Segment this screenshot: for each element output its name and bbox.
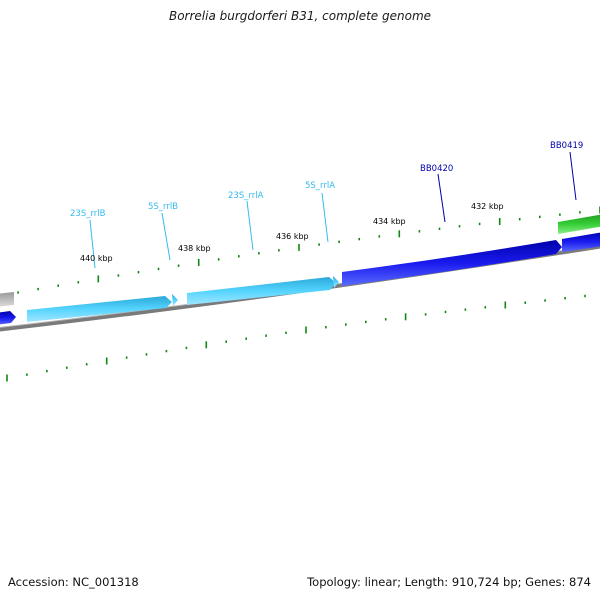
scale-tick-upper-minor — [358, 237, 360, 241]
scale-tick-lower-minor — [225, 340, 227, 343]
gene-label-5s-rrlb: 5S_rrlB — [148, 202, 178, 212]
label-leaders — [89, 151, 577, 269]
scale-tick-upper-minor — [137, 271, 140, 274]
grey-feature — [0, 292, 14, 307]
scale-tick-upper-minor — [579, 211, 581, 214]
scale-tick-upper-minor — [17, 291, 19, 294]
scale-tick-lower-major — [6, 374, 8, 382]
gene-label-23s-rrlb: 23S_rrlB — [70, 209, 106, 219]
scale-tick-upper-minor — [418, 230, 421, 233]
scale-tick-lower-minor — [464, 308, 467, 311]
genome-title: Borrelia burgdorferi B31, complete genom… — [168, 9, 432, 23]
scale-tick-lower-minor — [544, 299, 546, 302]
genome-summary: Topology: linear; Length: 910,724 bp; Ge… — [307, 575, 591, 589]
scale-tick-lower-minor — [125, 356, 128, 359]
scale-tick-upper-minor — [518, 218, 521, 221]
scale-tick-lower-minor — [165, 349, 168, 353]
scale-tick-upper-minor — [57, 284, 59, 287]
scale-tick-lower-minor — [524, 301, 526, 304]
accession-label: Accession: NC_001318 — [8, 575, 139, 589]
rrna-arrow-23s-rrlb — [27, 296, 172, 322]
scale-tick-upper-minor — [378, 235, 381, 238]
scale-tick-lower-minor — [564, 297, 566, 300]
scale-tick-upper-minor — [238, 255, 240, 258]
scale-tick-upper-minor — [217, 258, 220, 261]
scale-tick-upper-minor — [258, 252, 260, 255]
scale-tick-lower-major — [105, 357, 108, 365]
scale-tick-upper-minor — [458, 225, 461, 228]
scale-tick-lower-minor — [424, 313, 427, 316]
scale-tick-lower-minor — [46, 369, 48, 373]
scale-label-432kbp: 432 kbp — [471, 202, 504, 211]
scale-tick-upper-major — [398, 230, 401, 238]
scale-tick-upper-minor — [37, 287, 39, 291]
scale-tick-upper-minor — [157, 267, 160, 271]
scale-tick-lower-minor — [484, 306, 487, 309]
rrna-arrow-5s-rrlb — [172, 294, 178, 306]
gene-label-bb0420: BB0420 — [420, 164, 453, 174]
cds-bb0419 — [562, 232, 600, 252]
scale-tick-lower-minor — [365, 320, 367, 324]
scale-tick-upper-minor — [539, 215, 541, 219]
scale-tick-upper-minor — [117, 274, 120, 277]
gene-label-23s-rrla: 23S_rrlA — [228, 191, 264, 201]
scale-label-434kbp: 434 kbp — [373, 217, 406, 226]
scale-tick-lower-major — [404, 313, 407, 321]
scale-tick-lower-major — [205, 341, 208, 349]
scale-tick-upper-minor — [478, 222, 481, 226]
scale-tick-upper-minor — [438, 227, 441, 230]
scale-tick-lower-minor — [66, 366, 68, 369]
scale-tick-lower-minor — [145, 353, 148, 356]
cds-arrow-left-edge — [0, 311, 16, 325]
scale-tick-upper-minor — [278, 249, 280, 252]
scale-tick-upper-major — [197, 259, 200, 266]
scale-tick-lower-minor — [245, 337, 247, 340]
scale-tick-upper-minor — [318, 243, 320, 246]
scale-tick-lower-minor — [265, 334, 267, 337]
cds-bb0420 — [342, 240, 562, 286]
scale-label-436kbp: 436 kbp — [276, 232, 309, 241]
scale-tick-lower-minor — [285, 331, 287, 334]
scale-tick-upper-major — [298, 243, 300, 251]
scale-tick-lower-minor — [325, 326, 327, 329]
scale-tick-lower-minor — [584, 294, 586, 298]
scale-tick-lower-minor — [444, 310, 447, 314]
scale-tick-lower-minor — [345, 323, 347, 326]
scale-tick-lower-minor — [384, 318, 387, 321]
gene-label-5s-rrla: 5S_rrlA — [305, 181, 335, 191]
scale-tick-lower-major — [504, 301, 507, 309]
scale-tick-lower-minor — [26, 373, 28, 376]
gene-label-bb0419: BB0419 — [550, 141, 583, 151]
scale-tick-upper-major — [498, 218, 501, 225]
scale-tick-lower-minor — [185, 346, 188, 350]
scale-tick-upper-major — [97, 275, 100, 283]
scale-tick-upper-minor — [338, 240, 340, 243]
scale-label-440kbp: 440 kbp — [80, 254, 113, 263]
rrna-arrow-23s-rrla — [187, 277, 336, 305]
scale-ticks-lower — [6, 294, 586, 382]
scale-label-438kbp: 438 kbp — [178, 244, 211, 253]
scale-tick-upper-minor — [77, 281, 80, 284]
rrna-arrow-5s-rrla — [333, 276, 339, 288]
scale-tick-upper-minor — [177, 264, 180, 267]
scale-tick-lower-minor — [85, 363, 88, 366]
cds-green — [558, 214, 600, 234]
scale-tick-upper-minor — [559, 213, 561, 216]
scale-tick-lower-major — [305, 326, 307, 334]
